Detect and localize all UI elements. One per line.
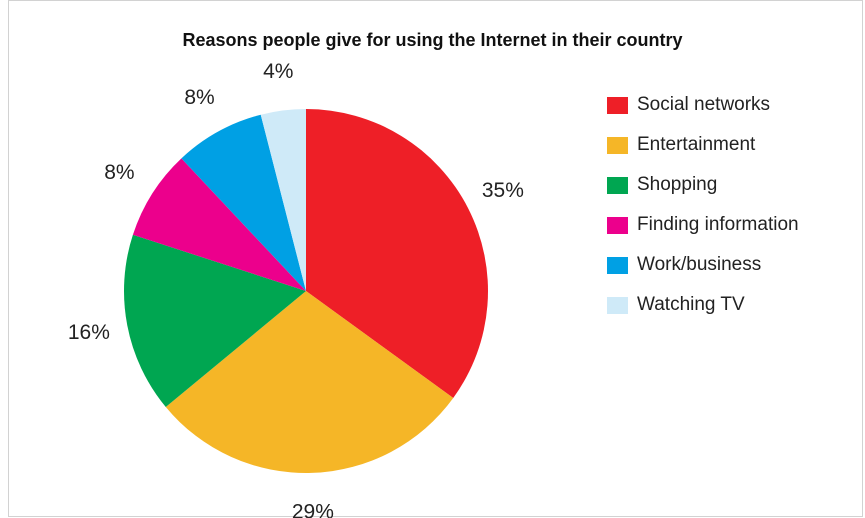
- pie-slice-watching-tv: [260, 109, 306, 291]
- legend-swatch: [607, 177, 628, 194]
- pie-slice-entertainment: [165, 291, 454, 473]
- data-label-finding-information: 8%: [104, 161, 134, 184]
- legend-swatch: [607, 97, 628, 114]
- legend-label: Watching TV: [637, 294, 745, 315]
- legend-swatch: [607, 217, 628, 234]
- pie-slice-shopping: [124, 234, 306, 408]
- legend-swatch: [607, 297, 628, 314]
- legend-swatch: [607, 257, 628, 274]
- legend-label: Entertainment: [637, 134, 756, 155]
- data-label-watching-tv: 4%: [263, 60, 293, 83]
- data-label-social-networks: 35%: [482, 179, 524, 202]
- legend-label: Shopping: [637, 174, 718, 195]
- legend-label: Work/business: [637, 254, 762, 275]
- chart-title: Reasons people give for using the Intern…: [182, 30, 683, 50]
- legend-item-shopping: Shopping: [607, 173, 799, 213]
- legend-item-entertainment: Entertainment: [607, 133, 799, 173]
- chart-legend: Social networks Entertainment Shopping Find…: [607, 93, 799, 333]
- pie-slice-social-networks: [306, 108, 489, 398]
- legend-item-watching-tv: Watching TV: [607, 293, 799, 333]
- data-label-entertainment: 29%: [292, 500, 334, 518]
- legend-swatch: [607, 137, 628, 154]
- legend-item-finding-information: Finding information: [607, 213, 799, 253]
- data-label-shopping: 16%: [68, 321, 110, 344]
- pie-slice-finding-information: [132, 158, 306, 291]
- legend-item-social-networks: Social networks: [607, 93, 799, 133]
- legend-label: Finding information: [637, 214, 799, 235]
- data-label-work-business: 8%: [184, 86, 214, 109]
- legend-label: Social networks: [637, 94, 771, 115]
- pie-slice-work-business: [181, 114, 306, 291]
- legend-item-work-business: Work/business: [607, 253, 799, 293]
